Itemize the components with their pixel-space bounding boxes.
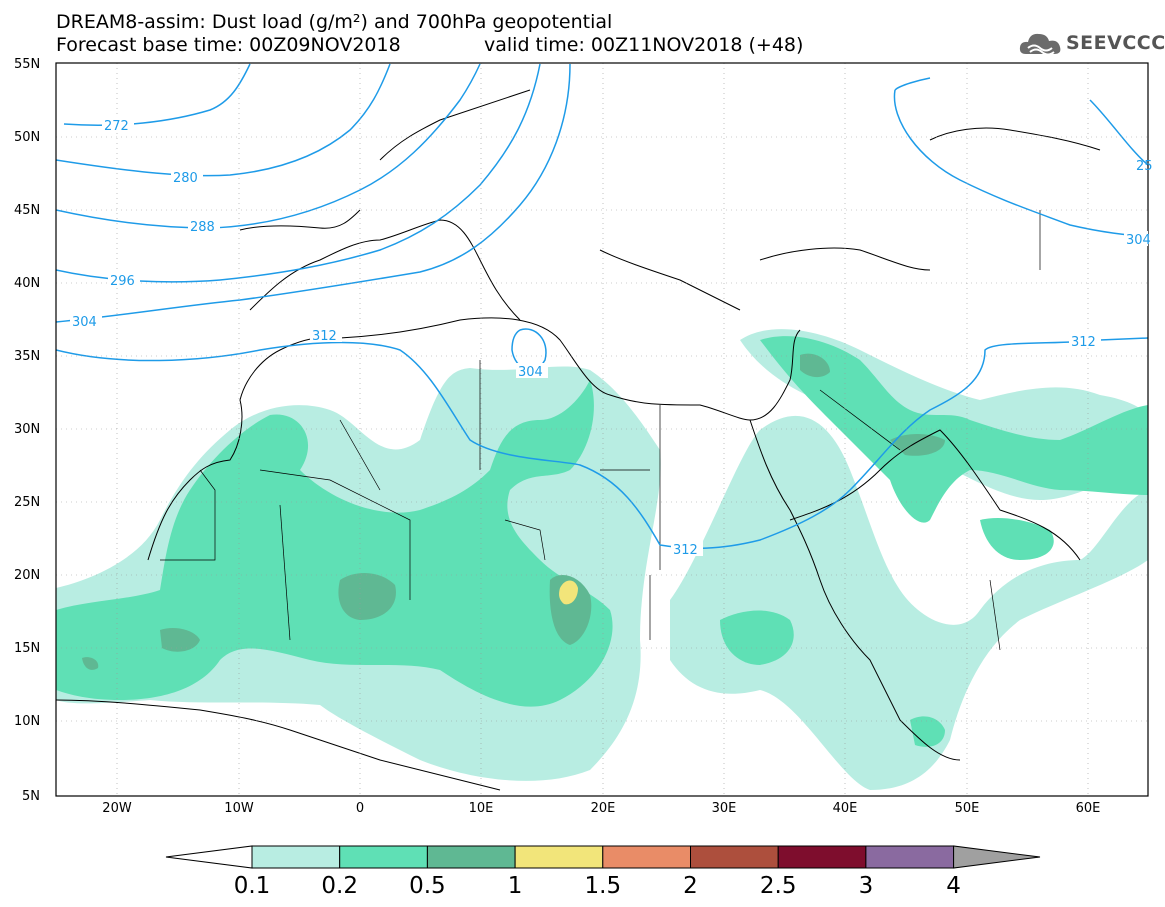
forecast-base-time: Forecast base time: 00Z09NOV2018 [56, 34, 401, 56]
lon-label: 10E [469, 801, 494, 816]
contour-label-296: 296 [110, 274, 135, 289]
dust-peak [559, 580, 578, 605]
contour-label-312-west: 312 [312, 329, 337, 344]
contour-label-304-med: 304 [518, 365, 543, 380]
lat-label: 30N [14, 422, 40, 437]
lon-label: 10W [224, 801, 254, 816]
colorbar-tick-label: 1.5 [585, 873, 622, 899]
colorbar-tick-label: 2 [683, 873, 698, 899]
colorbar-max-arrow [953, 845, 1041, 869]
colorbar: 0.1 0.2 0.5 1 1.5 2 2.5 3 4 [165, 845, 1041, 899]
contour-label-312-east: 312 [1071, 335, 1096, 350]
latitude-labels: 55N 50N 45N 40N 35N 30N 25N 20N 15N 10N … [14, 57, 40, 804]
colorbar-segment [602, 845, 691, 869]
lon-label: 20E [591, 801, 616, 816]
graticule [56, 63, 1148, 796]
coastlines [56, 89, 1101, 791]
colorbar-segment [690, 845, 779, 869]
lon-label: 0 [356, 801, 364, 816]
lon-label: 30E [712, 801, 737, 816]
colorbar-segment [865, 845, 955, 869]
lat-label: 40N [14, 276, 40, 291]
geopotential-contours [56, 63, 1148, 549]
dust-medium [56, 336, 1148, 747]
map-frame [55, 62, 1149, 797]
lat-label: 5N [22, 789, 40, 804]
colorbar-tick-label: 0.5 [409, 873, 446, 899]
contour-label-272: 272 [104, 119, 129, 134]
lat-label: 25N [14, 495, 40, 510]
seevccc-logo: SEEVCCC [1018, 28, 1165, 60]
country-borders [160, 210, 1041, 651]
lat-label: 50N [14, 130, 40, 145]
map-title: DREAM8-assim: Dust load (g/m²) and 700hP… [56, 11, 613, 33]
contour-label-25-east: 25 [1136, 159, 1153, 174]
colorbar-segment [514, 845, 604, 869]
colorbar-segment [339, 845, 428, 869]
lat-label: 35N [14, 349, 40, 364]
lat-label: 55N [14, 57, 40, 72]
lon-label: 40E [833, 801, 858, 816]
colorbar-segment [777, 845, 867, 869]
longitude-labels: 20W 10W 0 10E 20E 30E 40E 50E 60E [102, 801, 1100, 816]
colorbar-segment [426, 845, 516, 869]
logo-text: SEEVCCC [1066, 32, 1165, 54]
lat-label: 15N [14, 641, 40, 656]
colorbar-tick-label: 0.1 [234, 873, 271, 899]
lon-label: 60E [1076, 801, 1101, 816]
colorbar-min-arrow [165, 845, 253, 869]
colorbar-tick-label: 2.5 [760, 873, 797, 899]
lat-label: 20N [14, 568, 40, 583]
lon-label: 50E [955, 801, 980, 816]
contour-label-304-west: 304 [72, 315, 97, 330]
colorbar-segment [251, 845, 341, 869]
lat-label: 45N [14, 203, 40, 218]
lat-label: 10N [14, 714, 40, 729]
contour-label-280: 280 [173, 171, 198, 186]
valid-time: valid time: 00Z11NOV2018 (+48) [484, 34, 804, 56]
colorbar-tick-label: 1 [508, 873, 523, 899]
colorbar-tick-label: 3 [859, 873, 874, 899]
cloud-icon [1019, 33, 1061, 56]
contour-labels: 272 280 288 296 304 312 304 312 312 25 3… [70, 117, 1153, 558]
contour-label-288: 288 [190, 220, 215, 235]
lon-label: 20W [102, 801, 132, 816]
contour-label-304-east: 304 [1126, 233, 1151, 248]
colorbar-tick-label: 0.2 [321, 873, 358, 899]
colorbar-tick-label: 4 [946, 873, 961, 899]
dust-fields [56, 63, 1148, 791]
contour-label-312-africa: 312 [673, 543, 698, 558]
